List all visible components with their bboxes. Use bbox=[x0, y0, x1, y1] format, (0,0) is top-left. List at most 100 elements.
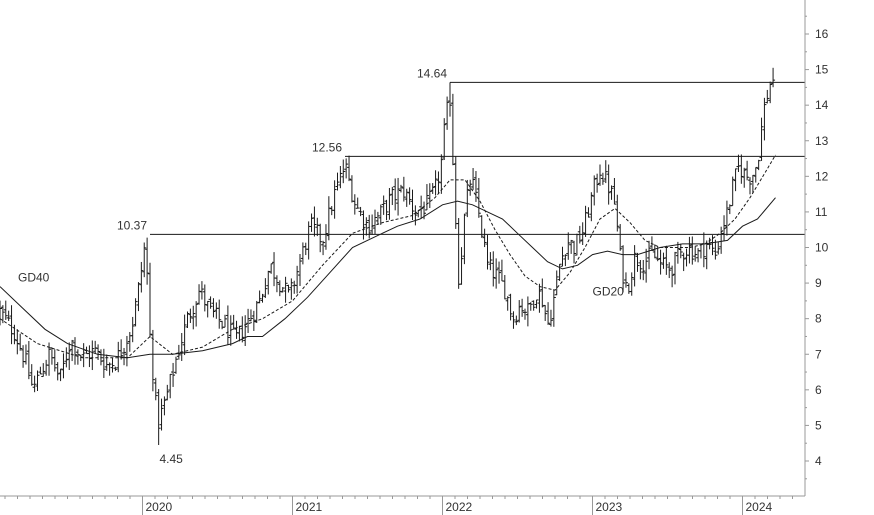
ohlc-bar-210 bbox=[603, 160, 608, 184]
ohlc-bar-178 bbox=[511, 311, 516, 329]
annotation-label-0: 4.45 bbox=[160, 452, 184, 466]
ohlc-bar-140 bbox=[401, 176, 406, 202]
ohlc-bar-268 bbox=[771, 67, 776, 88]
ohlc-bar-25 bbox=[70, 339, 75, 362]
ohlc-bar-227 bbox=[652, 244, 657, 259]
ohlc-bar-38 bbox=[107, 362, 112, 376]
ohlc-bar-232 bbox=[667, 262, 672, 279]
ohlc-bar-20 bbox=[55, 362, 60, 381]
ohlc-bar-139 bbox=[398, 184, 403, 193]
x-tick-label-0: 2020 bbox=[146, 500, 173, 514]
ohlc-bar-149 bbox=[427, 183, 432, 209]
x-tick-label-1: 2021 bbox=[296, 500, 323, 514]
ohlc-bar-54 bbox=[153, 377, 158, 401]
ohlc-bar-76 bbox=[217, 299, 222, 329]
ohlc-bar-107 bbox=[306, 221, 311, 260]
ohlc-bar-220 bbox=[632, 245, 637, 287]
ohlc-bar-119 bbox=[341, 159, 346, 184]
ohlc-bar-186 bbox=[534, 299, 539, 309]
ohlc-bar-89 bbox=[254, 300, 259, 323]
ohlc-bar-59 bbox=[168, 373, 173, 399]
ohlc-bar-217 bbox=[623, 272, 628, 288]
ohlc-bar-37 bbox=[104, 354, 109, 371]
ohlc-bar-0 bbox=[0, 300, 2, 326]
ohlc-bar-172 bbox=[494, 258, 499, 289]
ohlc-bar-184 bbox=[528, 302, 533, 311]
ohlc-bar-152 bbox=[436, 171, 441, 194]
ohlc-bar-45 bbox=[127, 332, 132, 352]
ohlc-bar-57 bbox=[162, 396, 167, 416]
ohlc-bar-77 bbox=[220, 320, 225, 330]
ohlc-bar-207 bbox=[595, 173, 600, 193]
ohlc-bar-23 bbox=[64, 347, 69, 368]
ohlc-bar-9 bbox=[23, 344, 28, 365]
ohlc-bar-258 bbox=[742, 167, 747, 188]
ohlc-bar-245 bbox=[704, 240, 709, 270]
ohlc-bar-123 bbox=[352, 194, 357, 215]
ohlc-bar-142 bbox=[407, 187, 412, 205]
ohlc-bar-79 bbox=[225, 305, 230, 345]
ohlc-bar-197 bbox=[566, 232, 571, 260]
ohlc-bar-69 bbox=[197, 284, 202, 305]
ohlc-bar-110 bbox=[315, 217, 320, 237]
ohlc-bar-71 bbox=[202, 284, 207, 312]
ohlc-bar-52 bbox=[148, 262, 152, 338]
ohlc-bar-167 bbox=[479, 215, 484, 238]
ohlc-bar-203 bbox=[583, 205, 588, 237]
ohlc-bar-259 bbox=[745, 160, 750, 181]
ohlc-bar-182 bbox=[523, 308, 527, 320]
ohlc-bar-65 bbox=[185, 311, 190, 328]
ohlc-bar-169 bbox=[485, 234, 490, 270]
ohlc-bar-155 bbox=[445, 96, 450, 130]
ohlc-bar-243 bbox=[698, 243, 703, 259]
ohlc-bar-40 bbox=[113, 366, 118, 371]
ohlc-bar-240 bbox=[690, 236, 695, 265]
ohlc-bar-170 bbox=[488, 252, 493, 271]
ohlc-bar-62 bbox=[176, 344, 181, 360]
ohlc-bar-224 bbox=[644, 248, 649, 283]
ohlc-bar-93 bbox=[266, 270, 271, 295]
y-tick-label-7: 11 bbox=[815, 205, 828, 219]
ohlc-bar-262 bbox=[753, 166, 758, 183]
ohlc-bar-164 bbox=[471, 168, 476, 190]
ohlc-bar-159 bbox=[456, 218, 461, 289]
ohlc-bar-48 bbox=[136, 282, 141, 312]
ohlc-bar-204 bbox=[586, 207, 591, 218]
ohlc-bar-108 bbox=[309, 213, 314, 232]
ohlc-bar-166 bbox=[476, 177, 481, 218]
ohlc-bar-88 bbox=[251, 310, 256, 331]
ohlc-bar-212 bbox=[609, 185, 614, 200]
ohlc-bar-68 bbox=[194, 301, 199, 327]
ohlc-bar-95 bbox=[272, 252, 277, 287]
ohlc-bar-81 bbox=[231, 314, 236, 330]
ohlc-bar-235 bbox=[675, 241, 680, 264]
ohlc-bar-238 bbox=[684, 248, 689, 267]
ohlc-bar-10 bbox=[26, 341, 31, 380]
ohlc-bar-49 bbox=[139, 261, 144, 293]
y-tick-label-0: 4 bbox=[815, 454, 822, 468]
ohlc-bar-135 bbox=[387, 188, 392, 220]
ohlc-bar-109 bbox=[312, 206, 317, 237]
ohlc-bar-53 bbox=[150, 329, 155, 392]
ohlc-bar-194 bbox=[557, 263, 562, 281]
ohlc-bar-265 bbox=[762, 97, 767, 141]
ohlc-bar-86 bbox=[246, 308, 251, 333]
ohlc-bar-228 bbox=[655, 247, 660, 262]
ohlc-bar-50 bbox=[142, 242, 147, 278]
ohlc-bar-156 bbox=[448, 82, 452, 117]
ohlc-bar-229 bbox=[658, 249, 663, 275]
y-tick-label-4: 8 bbox=[815, 312, 822, 326]
ohlc-bar-185 bbox=[531, 300, 536, 311]
y-tick-label-1: 5 bbox=[815, 418, 822, 432]
ohlc-bar-72 bbox=[205, 300, 210, 318]
y-tick-label-9: 13 bbox=[815, 134, 829, 148]
ohlc-bar-177 bbox=[508, 293, 513, 321]
ohlc-bars bbox=[0, 67, 776, 445]
ohlc-bar-44 bbox=[124, 335, 129, 367]
ohlc-bar-17 bbox=[47, 342, 52, 376]
ohlc-bar-223 bbox=[641, 259, 646, 281]
ohlc-bar-206 bbox=[592, 175, 597, 206]
ohlc-bar-121 bbox=[347, 155, 352, 182]
ohlc-bar-161 bbox=[462, 213, 467, 265]
level-label-1: 12.56 bbox=[312, 140, 342, 154]
